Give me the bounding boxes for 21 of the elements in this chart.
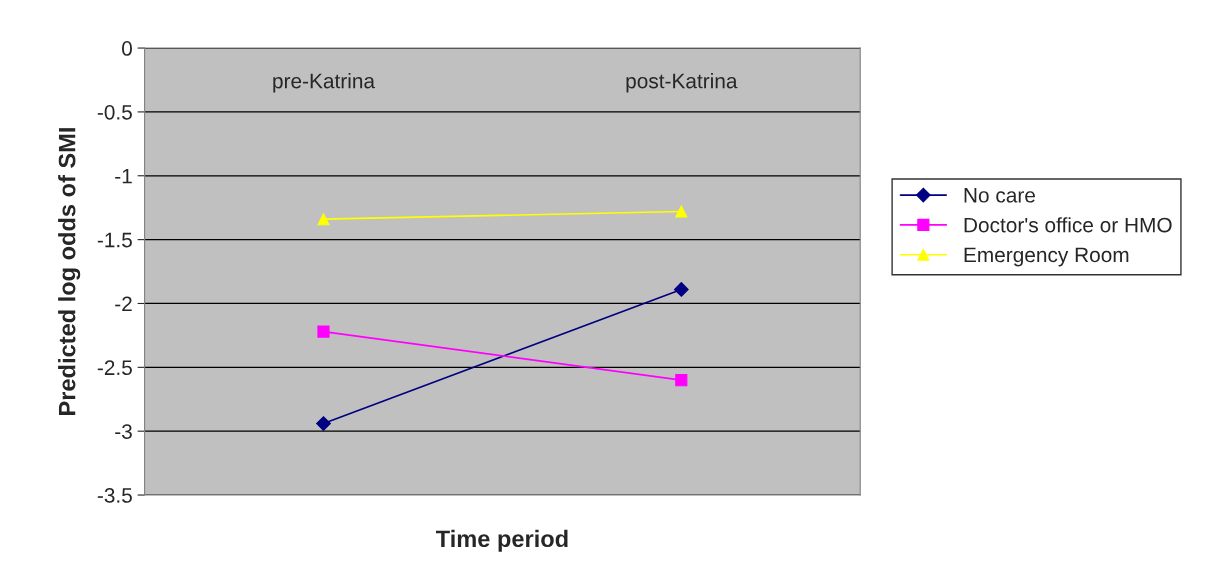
point [316, 416, 331, 431]
y-tick-label: 0 [122, 41, 132, 56]
point [673, 282, 689, 297]
y-tick-label: -2 [115, 296, 132, 312]
point [317, 325, 330, 338]
point [675, 374, 688, 387]
y-tick-label: -1.5 [97, 232, 132, 248]
y-tick-label: -0.5 [97, 104, 132, 120]
point [675, 205, 688, 218]
y-tick-label: -2.5 [97, 360, 132, 376]
legend-label: No care [964, 188, 1035, 203]
y-tick-label: -1 [115, 168, 132, 184]
y-tick-label: -3.5 [97, 488, 132, 503]
x-tick-label: post-Katrina [626, 73, 738, 93]
point [317, 213, 330, 226]
y-axis-title: Predicted log odds of SMI [58, 128, 81, 415]
legend-label: Doctor's office or HMO [964, 217, 1172, 233]
legend-label: Emergency Room [964, 247, 1129, 267]
x-axis-title: Time period [435, 529, 568, 552]
y-tick-label: -3 [115, 424, 132, 439]
x-tick-label: pre-Katrina [273, 73, 376, 93]
